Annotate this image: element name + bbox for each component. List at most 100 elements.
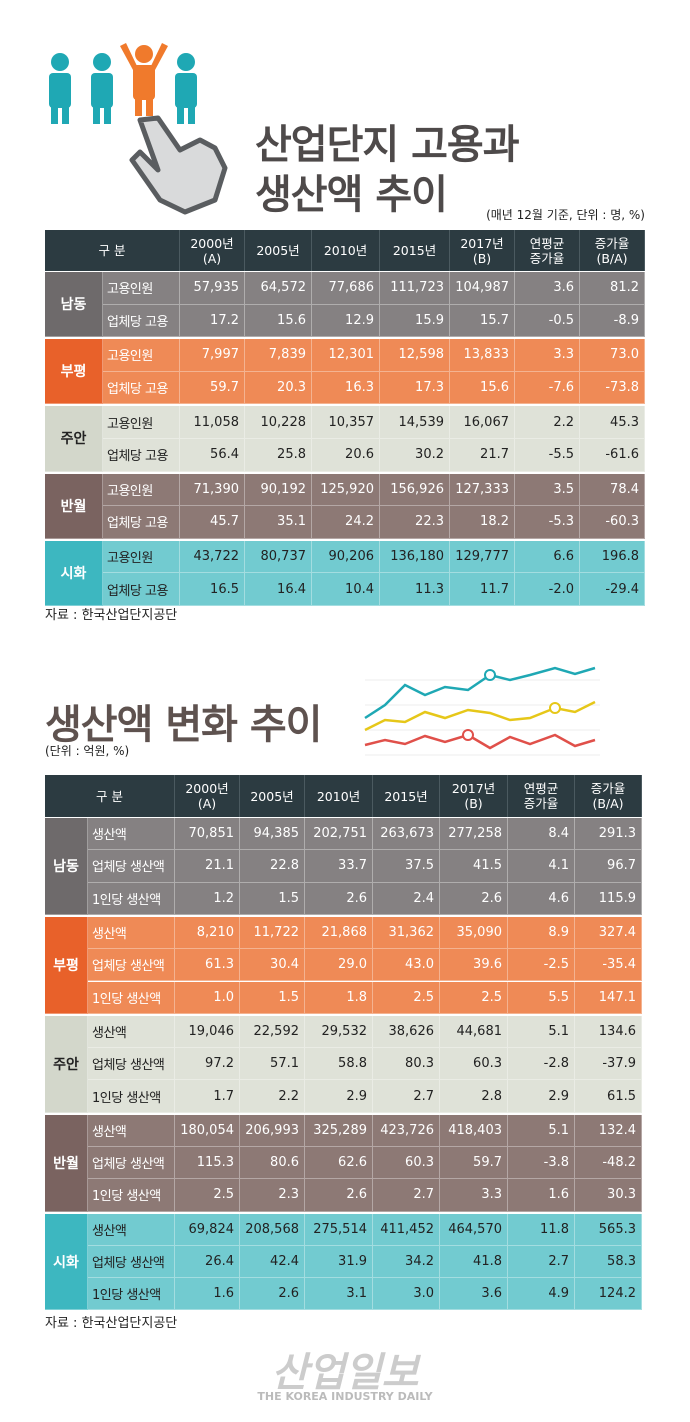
value-text: 1.8 [346, 989, 367, 1005]
value-text: 3.6 [481, 1286, 502, 1302]
value-text: 2.5 [213, 1187, 234, 1203]
value-text: -29.4 [605, 581, 639, 597]
value-cell: -2.8 [508, 1048, 575, 1081]
row-label: 업체당 생산액 [88, 1048, 175, 1081]
value-text: 34.2 [405, 1254, 434, 1270]
value-cell: 61.3 [175, 949, 240, 982]
region-cell: 주안 [45, 1015, 88, 1113]
value-text: 125,920 [320, 481, 374, 497]
value-cell: 73.0 [580, 339, 645, 372]
region-text: 부평 [60, 364, 87, 381]
value-cell: 411,452 [373, 1213, 440, 1246]
value-cell: 10.4 [312, 573, 380, 606]
value-cell: 11.7 [450, 573, 515, 606]
value-text: 16,067 [463, 414, 510, 430]
value-text: 43,722 [193, 549, 240, 565]
value-cell: 64,572 [245, 272, 312, 305]
value-cell: 20.3 [245, 371, 312, 405]
value-text: 206,993 [245, 1122, 299, 1138]
value-cell: 3.1 [305, 1278, 373, 1311]
value-cell: 3.5 [515, 473, 580, 507]
value-cell: -60.3 [580, 506, 645, 539]
source: 자료 : 한국산업단지공단 [45, 1316, 178, 1331]
value-text: 147.1 [598, 989, 636, 1005]
value-cell: 180,054 [175, 1114, 240, 1147]
value-cell: 17.2 [180, 304, 245, 338]
tagline: THE KOREA INDUSTRY DAILY [257, 1390, 433, 1403]
row-label: 고용인원 [103, 540, 180, 574]
value-text: 58.3 [607, 1254, 636, 1270]
section-title: 생산액 변화 추이 [45, 702, 322, 748]
region-cell: 반월 [45, 1114, 88, 1212]
value-cell: 80.6 [240, 1147, 305, 1180]
region-text: 주안 [53, 1056, 79, 1073]
value-text: 17.3 [415, 380, 444, 396]
label-text: 업체당 생산액 [92, 860, 165, 876]
value-cell: 10,357 [312, 406, 380, 439]
value-cell: 3.6 [440, 1278, 508, 1311]
value-cell: 15.7 [450, 304, 515, 338]
value-cell: 1.0 [175, 981, 240, 1014]
value-text: 11.8 [540, 1221, 569, 1237]
header-cell: 2010년 [312, 230, 380, 271]
value-text: 97.2 [205, 1056, 234, 1072]
value-text: 12,598 [398, 347, 445, 363]
region-text: 주안 [60, 431, 87, 448]
row-label: 업체당 고용 [103, 304, 180, 338]
value-cell: 31,362 [373, 916, 440, 950]
value-cell: 3.3 [440, 1179, 508, 1212]
value-cell: 41.5 [440, 850, 508, 883]
value-text: 90,206 [328, 549, 375, 565]
value-text: 26.4 [205, 1254, 234, 1270]
value-text: -3.8 [543, 1155, 569, 1171]
value-cell: 20.6 [312, 439, 380, 472]
region-text: 시화 [53, 1254, 79, 1271]
label-text: 고용인원 [107, 282, 153, 298]
value-cell: 423,726 [373, 1114, 440, 1147]
value-text: 327.4 [598, 925, 636, 941]
value-cell: -37.9 [575, 1048, 642, 1081]
value-cell: 206,993 [240, 1114, 305, 1147]
header-cell: 구 분 [45, 230, 180, 271]
value-text: 2.6 [346, 890, 367, 906]
value-cell: 263,673 [373, 818, 440, 851]
value-cell: 1.5 [240, 981, 305, 1014]
label-text: 생산액 [92, 1223, 127, 1239]
value-cell: 136,180 [380, 540, 450, 574]
value-text: 80.6 [270, 1155, 299, 1171]
region-cell: 남동 [45, 818, 88, 915]
value-cell: 196.8 [580, 540, 645, 574]
value-cell: -29.4 [580, 573, 645, 606]
value-text: 59.7 [210, 380, 239, 396]
value-cell: 1.8 [305, 981, 373, 1014]
value-text: 325,289 [313, 1122, 367, 1138]
value-cell: -8.9 [580, 304, 645, 338]
people-icon [49, 43, 228, 215]
value-cell: 1.6 [175, 1278, 240, 1311]
value-text: 1.2 [213, 890, 234, 906]
label-text: 1인당 생산액 [92, 892, 161, 908]
value-text: 1.5 [278, 989, 299, 1005]
value-text: 58.8 [338, 1056, 367, 1072]
region-text: 반월 [60, 498, 87, 515]
value-cell: 8.4 [508, 818, 575, 851]
value-text: 70,851 [188, 826, 235, 842]
row-label: 업체당 생산액 [88, 1147, 175, 1180]
value-cell: 25.8 [245, 439, 312, 472]
value-text: 29,532 [321, 1023, 368, 1039]
value-cell: 115.9 [575, 882, 642, 915]
value-text: 31,362 [388, 925, 435, 941]
value-text: 78.4 [610, 481, 639, 497]
value-cell: 94,385 [240, 818, 305, 851]
row-label: 1인당 생산액 [88, 1179, 175, 1212]
row-label: 1인당 생산액 [88, 981, 175, 1014]
value-text: 418,403 [448, 1122, 502, 1138]
value-cell: 132.4 [575, 1114, 642, 1147]
header-text: 2015년 [392, 243, 437, 258]
value-text: 202,751 [313, 826, 367, 842]
value-cell: 30.2 [380, 439, 450, 472]
value-text: 22.8 [270, 858, 299, 874]
value-cell: 21,868 [305, 916, 373, 950]
row-label: 업체당 생산액 [88, 850, 175, 883]
region-cell: 시화 [45, 1213, 88, 1311]
